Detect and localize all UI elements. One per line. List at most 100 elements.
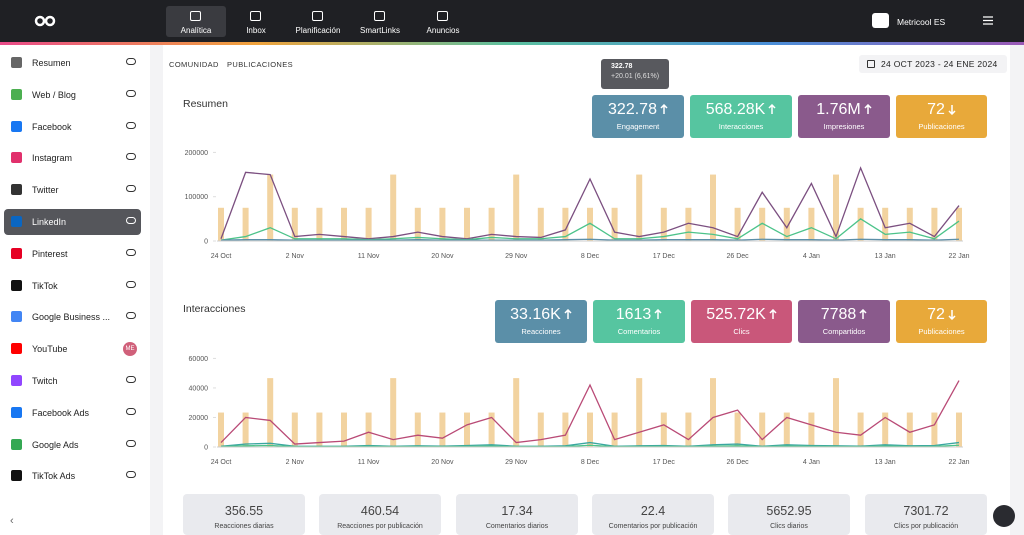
bar: [267, 174, 274, 241]
sidebar-item[interactable]: Facebook: [4, 114, 141, 140]
tooltip: 322.78 +20.01 (6,61%): [601, 59, 669, 89]
bar: [808, 412, 815, 447]
kpi-card[interactable]: 72 Publicaciones: [896, 95, 987, 138]
bar: [660, 207, 667, 241]
line-series: [220, 238, 960, 241]
nav-item[interactable]: Analítica: [166, 6, 226, 37]
stat-value: 7301.72: [903, 504, 949, 518]
arrow-path: [660, 104, 668, 114]
bar: [636, 174, 643, 241]
sidebar-icon: [11, 88, 22, 100]
stat-card: 5652.95 Clics diarios: [728, 494, 850, 535]
settings-button[interactable]: [993, 505, 1015, 527]
kpi-label: Interacciones: [718, 122, 764, 131]
kpi-label: Publicaciones: [918, 122, 965, 131]
sidebar-item[interactable]: Google Ads: [4, 432, 141, 458]
bar: [365, 207, 372, 241]
chart: 0 20000 40000 60000 24 Oct 2 Nov 11 Nov 20 Nov 2…: [189, 356, 970, 466]
x-tick-label: 11 Nov: [358, 459, 380, 466]
kpi-card[interactable]: 7788 Compartidos: [798, 300, 890, 343]
bar: [414, 207, 421, 241]
x-tick-label: 8 Dec: [581, 459, 600, 466]
kpi-value: 72: [896, 306, 987, 324]
tab[interactable]: PUBLICACIONES: [227, 60, 294, 69]
sidebar-item[interactable]: Instagram: [4, 145, 141, 171]
collapse[interactable]: ‹: [10, 515, 14, 527]
bar: [783, 207, 790, 241]
x-tick-label: 17 Dec: [653, 253, 676, 260]
bar: [685, 207, 692, 241]
sidebar-item[interactable]: Twitter: [4, 177, 141, 203]
section-title: Resumen: [183, 98, 228, 110]
bar: [636, 378, 643, 447]
sidebar-label: Web / Blog: [32, 89, 76, 100]
date-range[interactable]: 24 OCT 2023 - 24 ENE 2024: [859, 55, 1007, 73]
nav-item[interactable]: Planificación: [288, 6, 348, 37]
kpi-label: Engagement: [616, 122, 660, 131]
bar: [808, 207, 815, 241]
sidebar-item[interactable]: Twitch: [4, 368, 141, 394]
sidebar-label: Instagram: [32, 153, 73, 164]
sidebar-item[interactable]: LinkedIn: [4, 209, 141, 235]
kpi-card[interactable]: 1613 Comentarios: [593, 300, 685, 343]
bar: [464, 207, 470, 241]
trend-arrow: [864, 104, 872, 114]
kpi-value: 1.76M: [798, 101, 890, 119]
y-tick-label: 20000: [189, 415, 209, 422]
y-tick-label: 60000: [189, 356, 209, 363]
kpi-value: 525.72K: [691, 306, 792, 324]
account-name[interactable]: Metricool ES: [897, 17, 946, 27]
kpi-card[interactable]: 525.72K Clics: [691, 300, 792, 343]
sidebar-item[interactable]: YouTube ME: [4, 336, 141, 362]
sidebar-item[interactable]: TikTok: [4, 273, 141, 299]
nav-item[interactable]: Inbox: [226, 6, 286, 37]
arrow-path: [864, 104, 872, 114]
y-tick-label: 100000: [185, 194, 208, 201]
nav-item[interactable]: SmartLinks: [350, 6, 410, 37]
sidebar-label: TikTok Ads: [32, 471, 76, 482]
bar: [341, 207, 347, 241]
sidebar-item[interactable]: TikTok Ads: [4, 463, 141, 489]
accent-line: [0, 42, 1024, 45]
kpi-label: Reacciones: [521, 327, 561, 336]
bar: [685, 412, 692, 447]
y-tick-label: 0: [204, 239, 208, 246]
kpi-number: 72: [927, 101, 945, 118]
bar: [759, 207, 766, 241]
bar: [562, 207, 569, 241]
kpi-number: 525.72K: [706, 306, 766, 323]
kpi-number: 7788: [820, 306, 857, 323]
x-tick-label: 20 Nov: [431, 459, 454, 466]
menu-icon[interactable]: [983, 16, 993, 25]
kpi-card[interactable]: 568.28K Interacciones: [690, 95, 792, 138]
sidebar-item[interactable]: Resumen: [4, 50, 141, 76]
link-icon: [126, 376, 136, 383]
x-tick-label: 4 Jan: [803, 459, 820, 466]
sidebar-item[interactable]: Pinterest: [4, 241, 141, 267]
kpi-card[interactable]: 33.16K Reacciones: [495, 300, 587, 343]
account-logo: [872, 13, 889, 28]
sidebar-label: Facebook: [32, 121, 72, 132]
x-tick-label: 20 Nov: [431, 253, 454, 260]
link-icon: [126, 407, 136, 415]
kpi-card[interactable]: 72 Publicaciones: [896, 300, 987, 343]
bar: [906, 207, 913, 241]
tab[interactable]: COMUNIDAD: [169, 60, 219, 69]
bar: [931, 207, 938, 241]
kpi-card[interactable]: 322.78 Engagement: [592, 95, 684, 138]
bar: [488, 207, 495, 241]
kpi-card[interactable]: 1.76M Impresiones: [798, 95, 890, 138]
x-tick-label: 17 Dec: [653, 459, 676, 466]
arrow-path: [564, 309, 572, 319]
sidebar-item[interactable]: Facebook Ads: [4, 400, 141, 426]
link-icon: [126, 217, 136, 224]
x-tick-label: 2 Nov: [286, 253, 305, 260]
sidebar-item[interactable]: Google Business ...: [4, 304, 141, 330]
bar: [513, 174, 520, 241]
link-icon: [126, 153, 136, 161]
nav-icon: [312, 11, 323, 21]
sidebar-item[interactable]: Web / Blog: [4, 82, 141, 108]
bar: [956, 207, 962, 241]
kpi-number: 33.16K: [510, 306, 561, 323]
nav-item[interactable]: Anuncios: [413, 6, 473, 37]
